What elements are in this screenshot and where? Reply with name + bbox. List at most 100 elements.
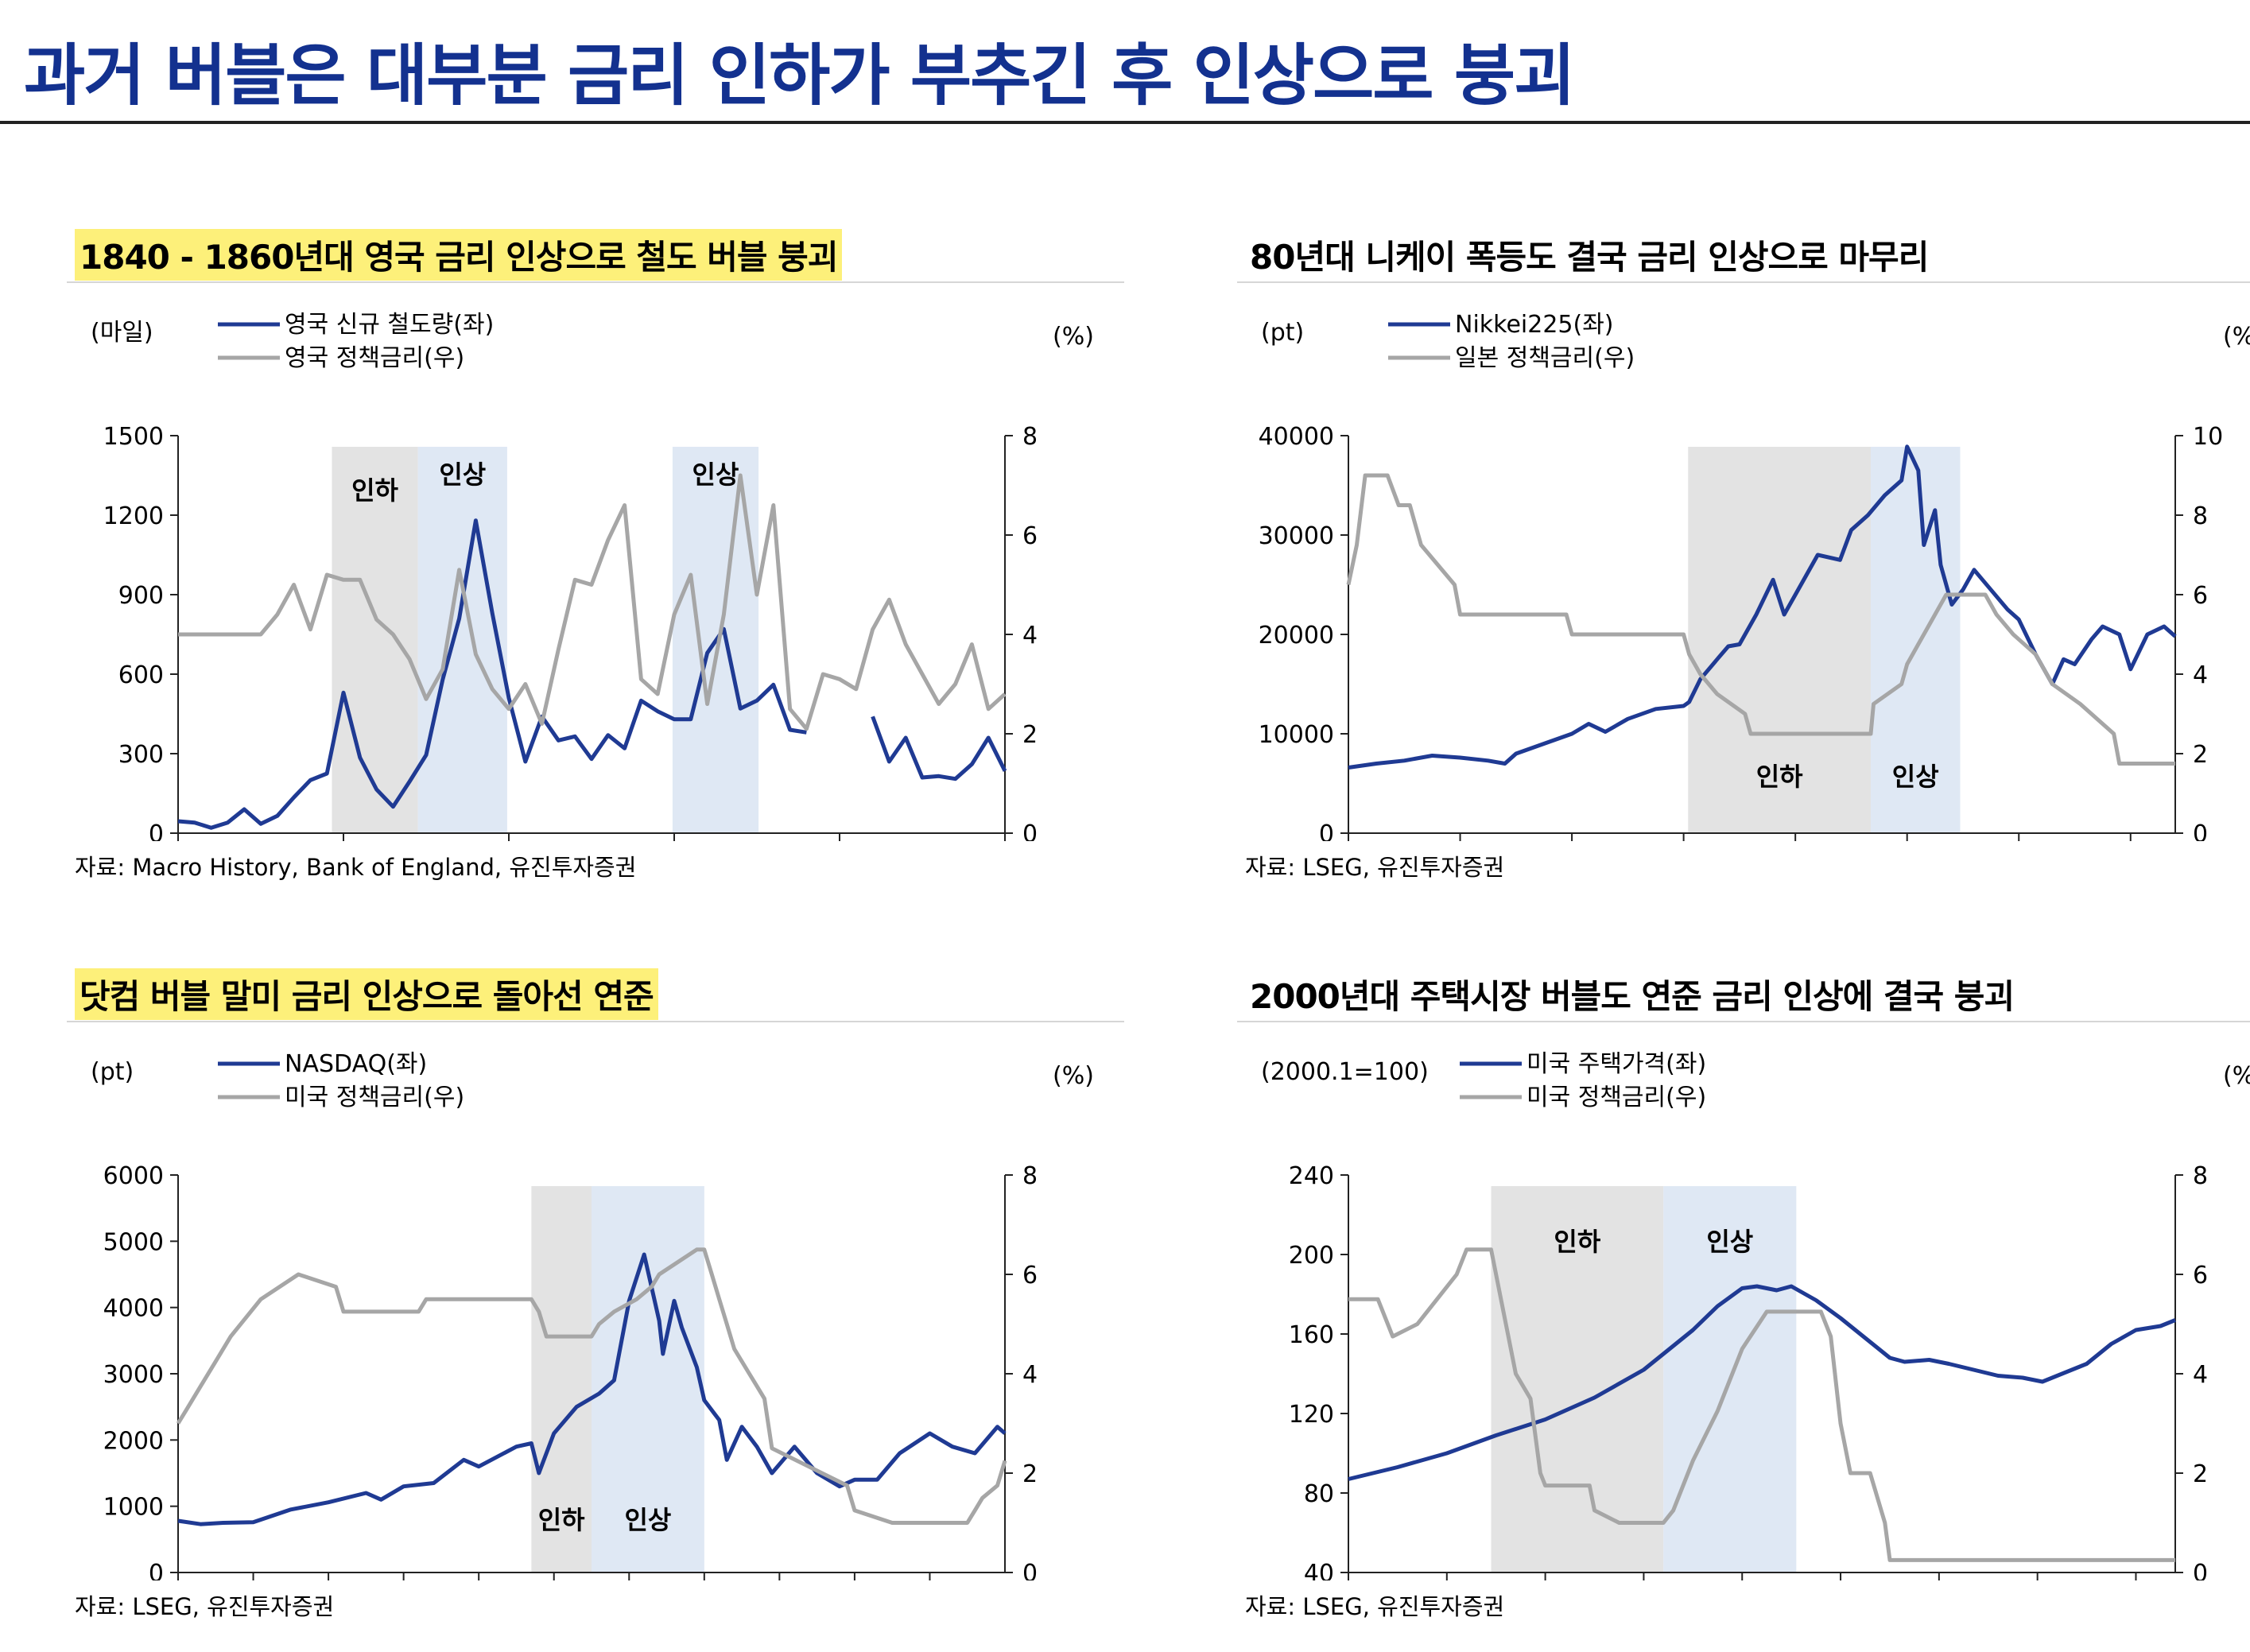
left-tick-label: 300 (118, 741, 164, 769)
right-tick-label: 2 (2193, 741, 2208, 769)
right-tick-label: 0 (1022, 820, 1038, 841)
series-line-primary (1348, 444, 2177, 770)
legend-label: 영국 정책금리(우) (285, 344, 464, 372)
right-tick-label: 6 (2193, 582, 2208, 610)
rate-cut-band (332, 447, 418, 833)
left-tick-label: 5000 (103, 1228, 164, 1256)
left-tick-label: 10000 (1259, 721, 1334, 749)
left-tick-label: 40000 (1259, 423, 1334, 451)
left-tick-label: 160 (1289, 1321, 1334, 1349)
rate-cut-label: 인하 (1756, 762, 1803, 792)
right-tick-label: 6 (1022, 1262, 1038, 1289)
left-tick-label: 3000 (103, 1361, 164, 1389)
chart-us-housing: (2000.1=100)(%)미국 주택가격(좌)미국 정책금리(우)40801… (1261, 1050, 2250, 1580)
rate-cut-label: 인하 (1554, 1227, 1600, 1257)
rate-cut-label: 인하 (538, 1505, 585, 1535)
legend-label: 미국 정책금리(우) (285, 1084, 464, 1111)
source-note: 자료: LSEG, 유진투자증권 (75, 1593, 335, 1620)
page-title: 과거 버블은 대부분 금리 인하가 부추긴 후 인상으로 붕괴 (24, 37, 1575, 114)
panel-divider (1237, 281, 2250, 283)
rate-hike-band (1871, 447, 1961, 833)
left-tick-label: 1000 (103, 1494, 164, 1522)
panel-title: 닷컴 버블 말미 금리 인상으로 돌아선 연준 (75, 968, 658, 1020)
right-axis-unit: (%) (2223, 1062, 2250, 1090)
left-tick-label: 6000 (103, 1162, 164, 1190)
chart-nasdaq: (pt) (%) NASDAQ(좌) 미국 정책금리(우) 0 1000 2000 3000 4… (91, 1050, 1094, 1580)
panel-title: 2000년대 주택시장 버블도 연준 금리 인상에 결국 붕괴 (1250, 977, 2015, 1016)
series-line-policy-rate (178, 473, 1007, 731)
panel-nikkei: 80년대 니케이 폭등도 결국 금리 인상으로 마무리 (pt) (%) Nikke… (1237, 229, 2250, 913)
rate-hike-band (592, 1186, 704, 1573)
rate-hike-label: 인상 (1706, 1227, 1753, 1257)
rate-cut-band (1688, 447, 1872, 833)
right-tick-label: 6 (2193, 1262, 2208, 1289)
rate-cut-band (531, 1186, 592, 1573)
panel-divider (1237, 1021, 2250, 1022)
right-tick-label: 0 (2193, 820, 2208, 841)
right-axis-unit: (%) (1053, 323, 1094, 351)
panel-nasdaq: 닷컴 버블 말미 금리 인상으로 돌아선 연준 (pt) (%) NASDAQ(좌)… (67, 968, 1124, 1652)
rate-hike-label: 인상 (692, 460, 739, 490)
right-axis-unit: (%) (1053, 1062, 1094, 1090)
left-tick-label: 1200 (103, 502, 164, 530)
right-tick-label: 4 (1022, 622, 1038, 650)
legend-label: NASDAQ(좌) (285, 1050, 427, 1078)
source-note: 자료: Macro History, Bank of England, 유진투자… (75, 854, 637, 881)
rate-hike-label: 인상 (439, 460, 486, 490)
left-tick-label: 40 (1304, 1560, 1334, 1580)
series-line-policy-rate (1346, 473, 2175, 766)
right-tick-label: 8 (2193, 1162, 2208, 1190)
source-note: 자료: LSEG, 유진투자증권 (1245, 854, 1505, 881)
left-axis-unit: (2000.1=100) (1261, 1058, 1429, 1086)
left-tick-label: 0 (149, 1560, 164, 1580)
right-tick-label: 4 (1022, 1361, 1038, 1389)
series-line-policy-rate (176, 1247, 1007, 1525)
panel-us-housing: 2000년대 주택시장 버블도 연준 금리 인상에 결국 붕괴 (2000.1=… (1237, 968, 2250, 1652)
left-tick-label: 30000 (1259, 522, 1334, 550)
series-line-policy-rate (1348, 1247, 2175, 1562)
left-tick-label: 20000 (1259, 622, 1334, 650)
right-tick-label: 0 (1022, 1560, 1038, 1580)
left-tick-label: 120 (1289, 1401, 1334, 1429)
panel-divider (67, 1021, 1124, 1022)
chart-uk-railway: (마일) (%) 영국 신규 철도량(좌) 영국 정책금리(우) 0 300 600 900 1… (91, 311, 1094, 841)
left-tick-label: 4000 (103, 1295, 164, 1323)
right-tick-label: 8 (2193, 502, 2208, 530)
source-note: 자료: LSEG, 유진투자증권 (1245, 1593, 1505, 1620)
right-tick-label: 4 (2193, 661, 2208, 689)
left-tick-label: 200 (1289, 1242, 1334, 1270)
left-axis-unit: (pt) (1261, 319, 1304, 347)
right-tick-label: 6 (1022, 522, 1038, 550)
legend-label: Nikkei225(좌) (1455, 311, 1614, 339)
rate-hike-label: 인상 (1892, 762, 1939, 792)
series-line-primary (1348, 1284, 2176, 1481)
left-tick-label: 0 (149, 820, 164, 841)
chart-nikkei: (pt) (%) Nikkei225(좌) 일본 정책금리(우) 0 10000 20000… (1259, 311, 2250, 841)
title-divider (0, 121, 2250, 124)
legend-label: 미국 정책금리(우) (1527, 1084, 1706, 1111)
rate-cut-label: 인하 (351, 475, 398, 506)
left-tick-label: 900 (118, 582, 164, 610)
legend-label: 일본 정책금리(우) (1455, 344, 1635, 372)
left-tick-label: 80 (1304, 1480, 1334, 1508)
panel-divider (67, 281, 1124, 283)
right-tick-label: 4 (2193, 1361, 2208, 1389)
left-tick-label: 600 (118, 661, 164, 689)
panel-title: 80년대 니케이 폭등도 결국 금리 인상으로 마무리 (1250, 238, 1929, 277)
panel-title: 1840 - 1860년대 영국 금리 인상으로 철도 버블 붕괴 (75, 229, 843, 281)
right-tick-label: 8 (1022, 423, 1038, 451)
panel-uk-railway: 1840 - 1860년대 영국 금리 인상으로 철도 버블 붕괴 (마일) (%… (67, 229, 1124, 913)
right-tick-label: 0 (2193, 1560, 2208, 1580)
rate-hike-label: 인상 (624, 1505, 671, 1535)
rate-hike-band (417, 447, 507, 833)
right-tick-label: 8 (1022, 1162, 1038, 1190)
series-line-primary (177, 518, 1007, 830)
legend-label: 미국 주택가격(좌) (1527, 1050, 1706, 1078)
right-tick-label: 10 (2193, 423, 2223, 451)
legend-label: 영국 신규 철도량(좌) (285, 311, 494, 339)
right-tick-label: 2 (1022, 1460, 1038, 1488)
right-axis-unit: (%) (2223, 323, 2250, 351)
left-tick-label: 2000 (103, 1427, 164, 1455)
series-line-primary (177, 1252, 1007, 1526)
left-tick-label: 240 (1289, 1162, 1334, 1190)
